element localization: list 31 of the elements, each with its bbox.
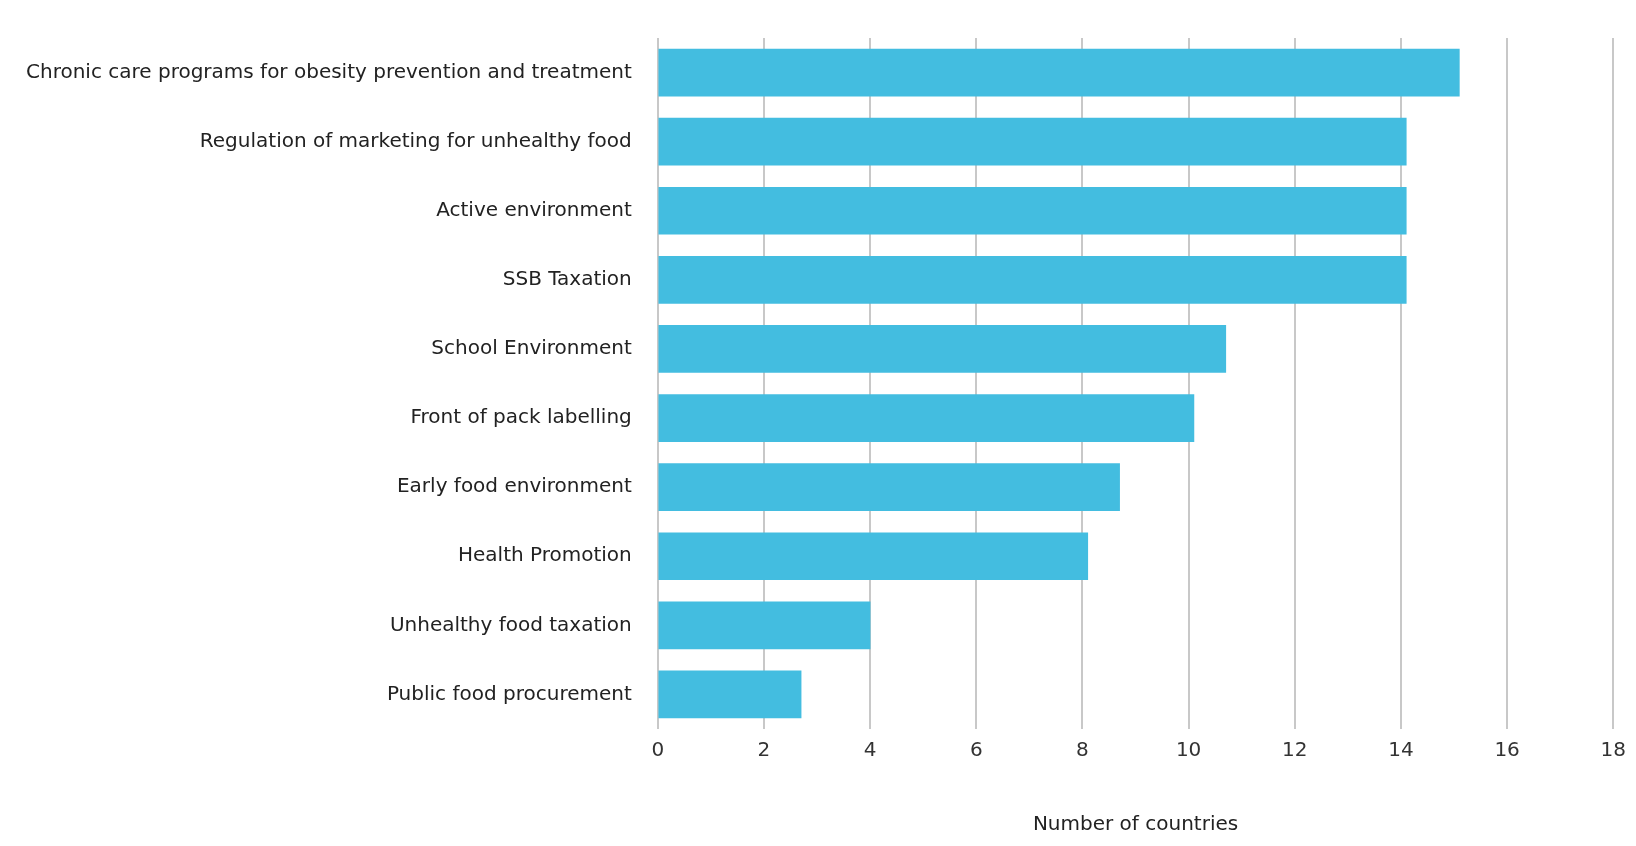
y-tick-label: Public food procurement [386,680,632,705]
x-tick-label: 4 [863,737,877,762]
bar [658,394,1195,442]
y-tick-label: Unhealthy food taxation [389,611,632,636]
x-tick-label: 14 [1388,737,1414,762]
y-tick-label: Chronic care programs for obesity prevention and treatment [26,58,632,83]
x-tick-label: 0 [651,737,665,762]
bar [658,325,1227,373]
x-tick-label: 18 [1600,737,1626,762]
y-tick-label: Regulation of marketing for unhealthy food [199,127,632,152]
y-tick-label: School Environment [431,335,632,360]
bar [658,601,871,650]
x-tick-label: 12 [1282,737,1308,762]
bar [658,186,1407,235]
x-tick-label: 8 [1076,737,1089,762]
x-tick-label: 10 [1175,737,1202,762]
x-axis-title: Number of countries [1032,811,1239,836]
x-tick-label: 2 [757,737,771,762]
bar [658,117,1407,166]
y-tick-label: Front of pack labelling [410,404,632,429]
y-tick-label: Early food environment [396,473,632,498]
bar [658,48,1460,97]
x-tick-label: 6 [969,737,983,762]
x-tick-label: 16 [1494,737,1520,762]
bar [658,256,1407,304]
bar [658,463,1120,511]
y-tick-label: SSB Taxation [502,266,632,291]
y-tick-label: Health Promotion [457,542,632,567]
y-tick-label: Active environment [436,196,632,221]
bar [658,670,802,719]
bar [658,532,1089,581]
